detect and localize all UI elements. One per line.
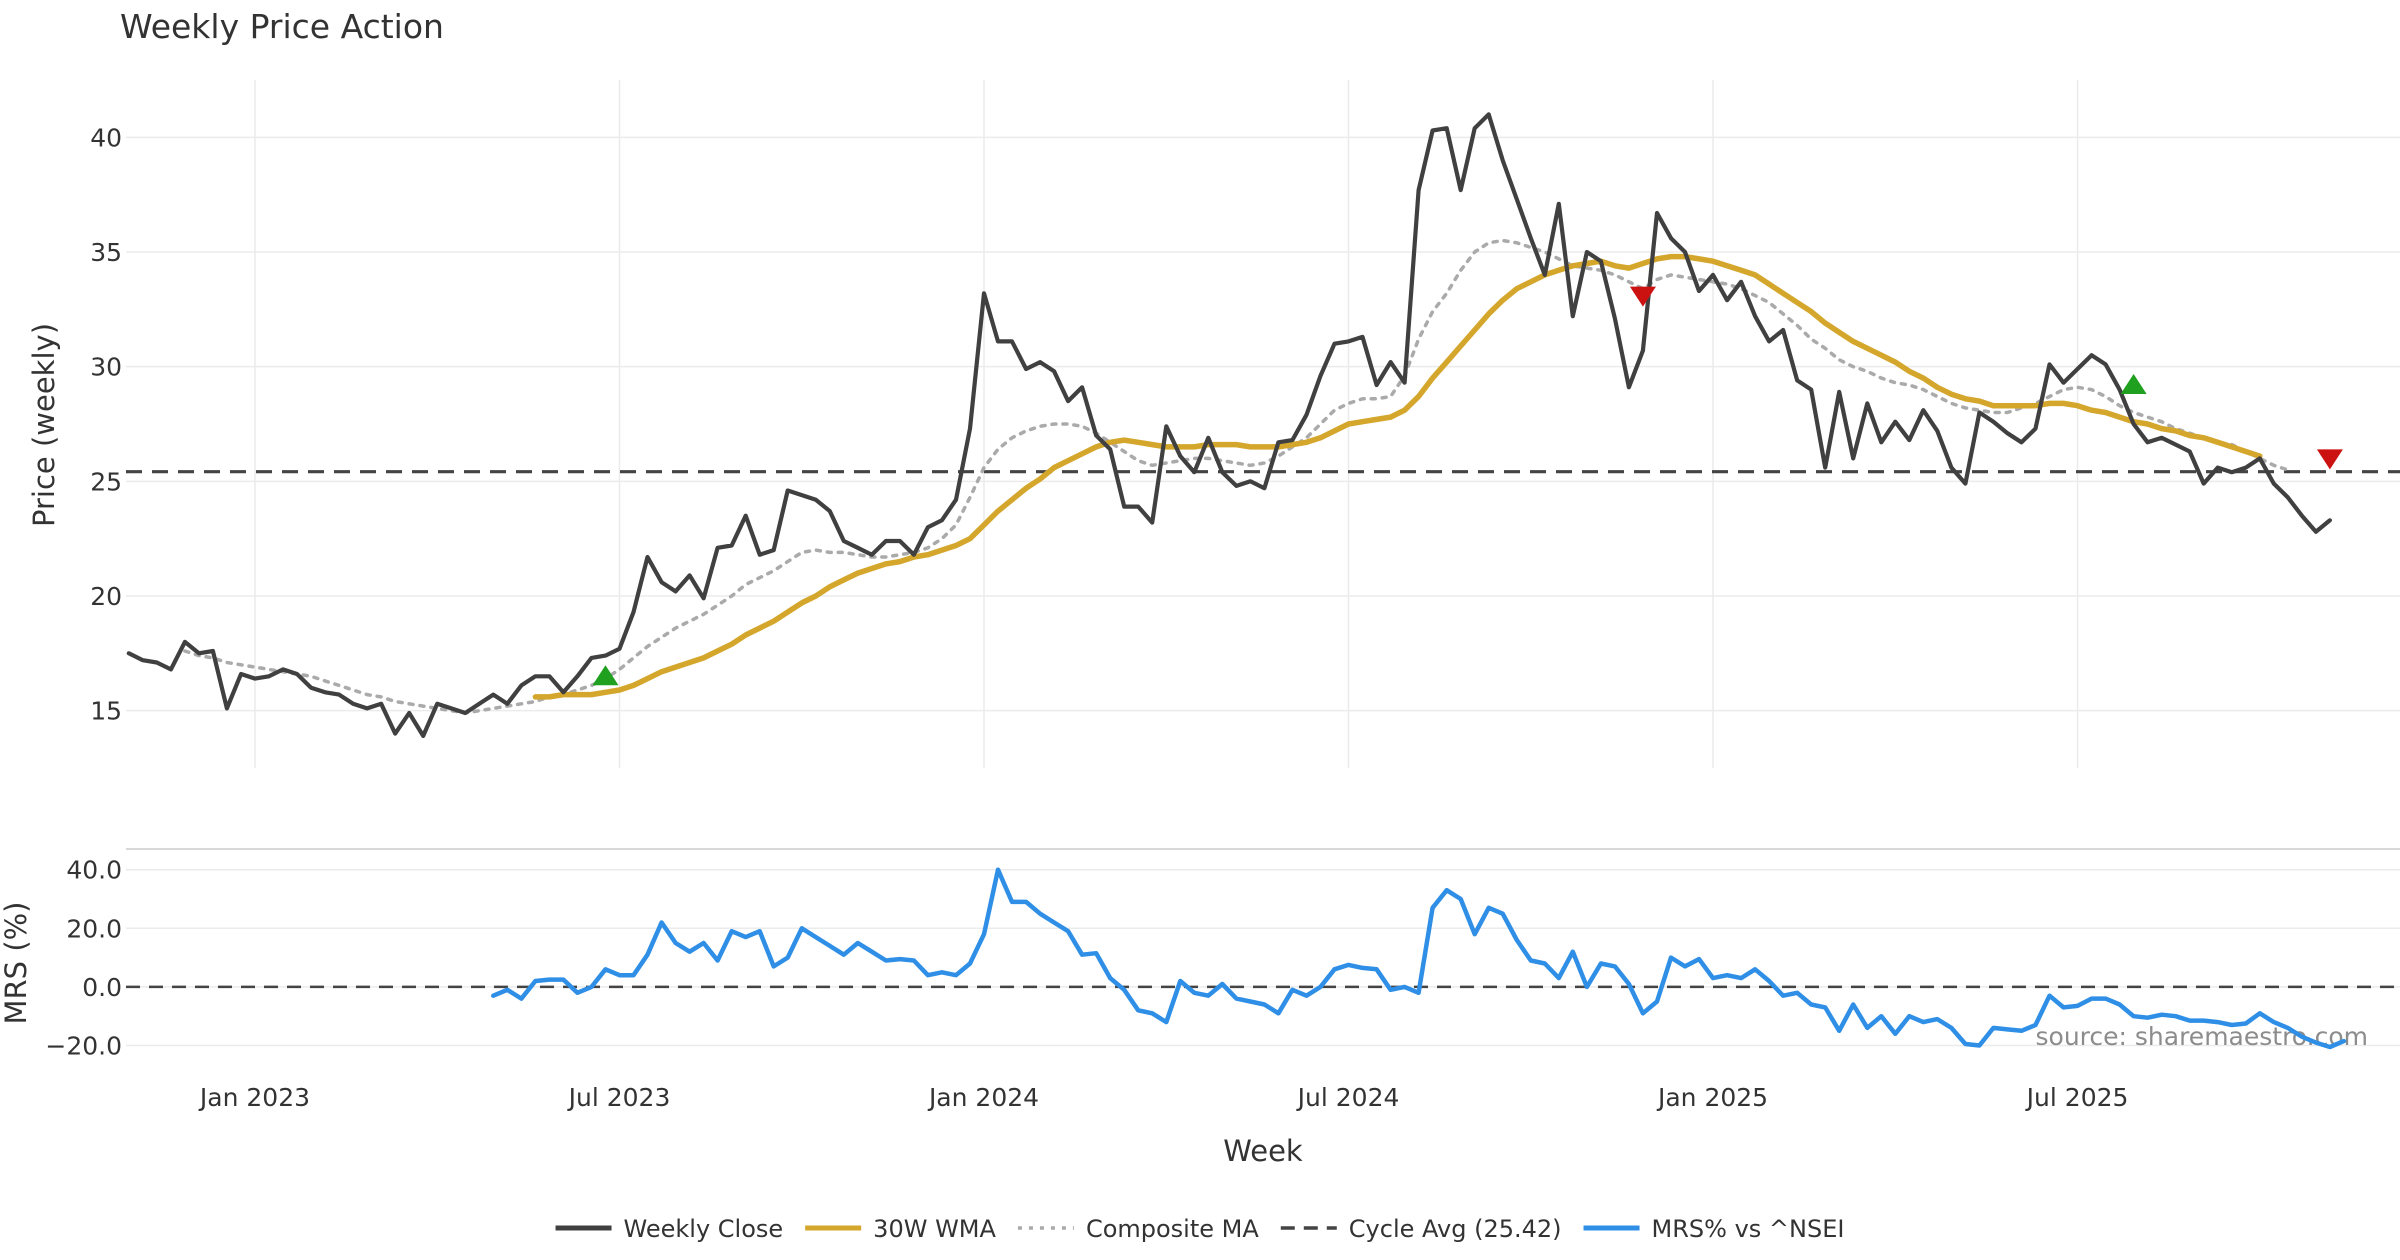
source-note: source: sharemaestro.com bbox=[2036, 1022, 2369, 1051]
price-y-tick-label: 25 bbox=[90, 467, 122, 496]
signal-markers bbox=[592, 286, 2343, 686]
series-composite-ma bbox=[183, 238, 2290, 715]
legend: Weekly Close 30W WMA Composite MA Cycle Avg… bbox=[555, 1215, 1845, 1243]
x-tick-label: Jan 2024 bbox=[927, 1083, 1039, 1112]
legend-label: Weekly Close bbox=[624, 1215, 784, 1243]
x-tick-label: Jan 2023 bbox=[198, 1083, 310, 1112]
buy-signal-marker bbox=[592, 665, 619, 686]
mrs-y-tick-label: 0.0 bbox=[82, 973, 122, 1002]
price-y-axis-label: Price (weekly) bbox=[27, 323, 61, 527]
mrs-grid bbox=[126, 868, 2400, 1047]
series-30w-wma bbox=[532, 253, 2263, 700]
x-axis-label: Week bbox=[1223, 1134, 1303, 1168]
sell-signal-marker bbox=[1629, 286, 1656, 307]
mrs-y-tick-label: 40.0 bbox=[66, 856, 122, 885]
legend-label: 30W WMA bbox=[873, 1215, 996, 1243]
series-mrs-vs-nsei bbox=[491, 867, 2347, 1050]
sell-signal-marker bbox=[2316, 449, 2343, 470]
mrs-y-tick-labels: 40.0 20.0 0.0 −20.0 bbox=[45, 856, 122, 1061]
legend-label: MRS% vs ^NSEI bbox=[1652, 1215, 1845, 1243]
price-y-tick-labels: 15 20 25 30 35 40 bbox=[90, 123, 122, 725]
price-series bbox=[126, 112, 2400, 738]
x-tick-label: Jul 2023 bbox=[567, 1083, 671, 1112]
legend-label: Cycle Avg (25.42) bbox=[1349, 1215, 1562, 1243]
legend-label: Composite MA bbox=[1086, 1215, 1259, 1243]
x-tick-label: Jul 2024 bbox=[1296, 1083, 1400, 1112]
price-y-tick-label: 20 bbox=[90, 582, 122, 611]
x-tick-label: Jul 2025 bbox=[2025, 1083, 2129, 1112]
mrs-y-axis-label: MRS (%) bbox=[0, 902, 33, 1025]
mrs-y-tick-label: 20.0 bbox=[66, 914, 122, 943]
price-grid bbox=[126, 80, 2400, 768]
price-y-tick-label: 30 bbox=[90, 353, 122, 382]
chart-title: Weekly Price Action bbox=[120, 7, 444, 46]
series-weekly-close bbox=[126, 112, 2332, 738]
x-tick-label: Jan 2025 bbox=[1656, 1083, 1768, 1112]
buy-signal-marker bbox=[2120, 374, 2147, 395]
x-tick-labels: Jan 2023 Jul 2023 Jan 2024 Jul 2024 Jan 2025… bbox=[198, 1083, 2128, 1112]
mrs-series bbox=[126, 867, 2400, 1050]
price-y-tick-label: 40 bbox=[90, 123, 122, 152]
mrs-y-tick-label: −20.0 bbox=[45, 1031, 122, 1060]
price-y-tick-label: 15 bbox=[90, 697, 122, 726]
price-y-tick-label: 35 bbox=[90, 238, 122, 267]
